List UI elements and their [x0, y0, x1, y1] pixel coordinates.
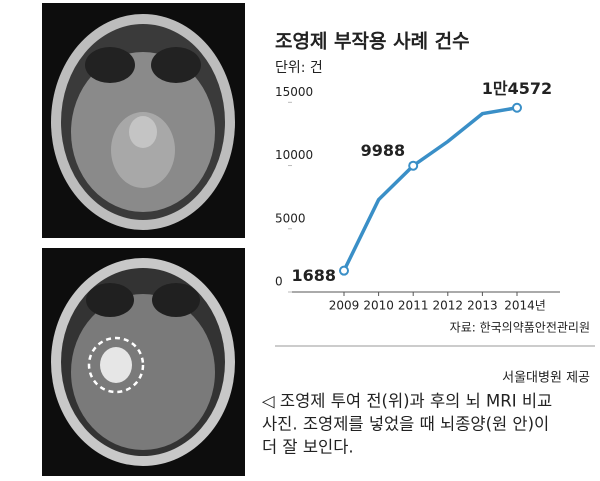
x-tick-label: 2014년 — [504, 299, 546, 313]
x-tick-label: 2009 — [329, 299, 360, 313]
value-label: 1만4572 — [482, 79, 552, 98]
x-tick-label: 2012 — [433, 299, 464, 313]
caption-line: 더 잘 보인다. — [262, 438, 354, 457]
y-tick-label: 0 — [275, 275, 283, 289]
x-tick-label: 2013 — [467, 299, 498, 313]
x-tick-label: 2010 — [363, 299, 394, 313]
point — [512, 102, 522, 113]
point — [408, 160, 419, 171]
y-tick-label: 10000 — [275, 148, 313, 162]
value-label: 9988 — [361, 141, 406, 160]
image-credit: 서울대병원 제공 — [502, 371, 590, 386]
chart-title: 조영제 부작용 사례 건수 — [275, 31, 470, 53]
caption-line: ◁ 조영제 투여 전(위)과 후의 뇌 MRI 비교 — [262, 392, 552, 411]
source: 자료: 한국의약품안전관리원 — [450, 320, 590, 335]
value-label: 1688 — [291, 266, 336, 285]
mri-bottom — [42, 248, 245, 476]
point — [339, 265, 349, 276]
line — [342, 106, 518, 272]
chart-subtitle: 단위: 건 — [275, 60, 323, 76]
x-tick-label: 2011 — [398, 299, 429, 313]
y-tick-label: 15000 — [275, 85, 313, 99]
y-tick-label: 5000 — [275, 211, 306, 225]
caption-line: 사진. 조영제를 넣었을 때 뇌종양(원 안)이 — [262, 415, 549, 434]
mri-top — [42, 3, 245, 238]
